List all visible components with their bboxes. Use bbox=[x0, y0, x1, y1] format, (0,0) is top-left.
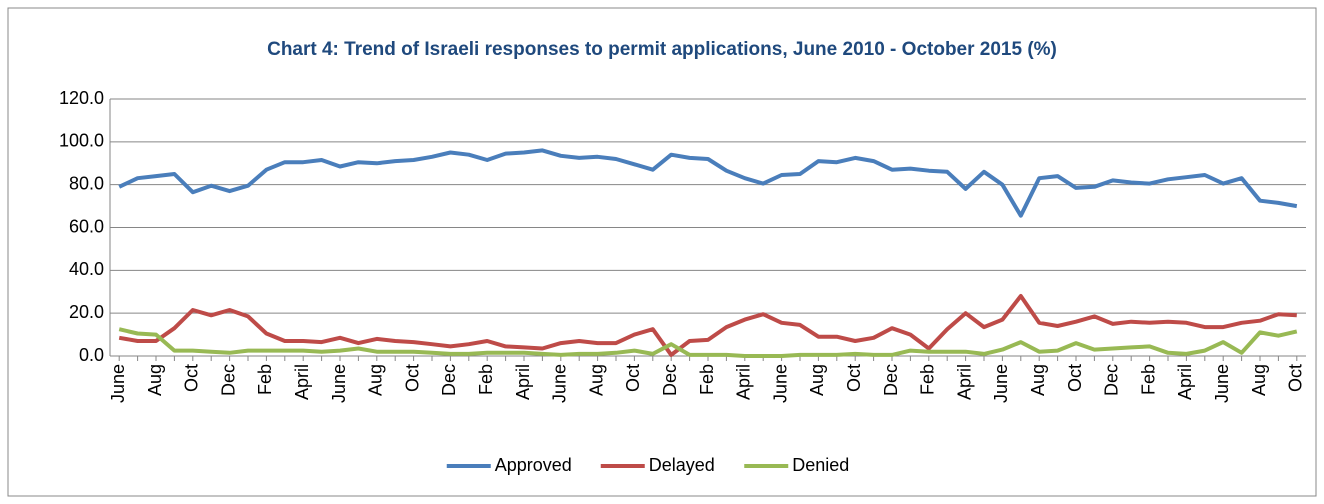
x-tick-label: April bbox=[734, 364, 754, 400]
x-tick-label: Oct bbox=[844, 364, 864, 392]
x-tick-label: Feb bbox=[918, 364, 938, 395]
x-tick-label: Oct bbox=[623, 364, 643, 392]
x-tick-label: April bbox=[513, 364, 533, 400]
y-tick-label: 40.0 bbox=[69, 259, 104, 279]
x-tick-label: June bbox=[991, 364, 1011, 403]
x-tick-label: Dec bbox=[1102, 364, 1122, 396]
x-tick-label: Dec bbox=[660, 364, 680, 396]
legend-label: Delayed bbox=[649, 455, 715, 475]
series-line bbox=[118, 327, 1298, 358]
y-tick-label: 20.0 bbox=[69, 302, 104, 322]
x-tick-label: Feb bbox=[476, 364, 496, 395]
x-tick-label: June bbox=[550, 364, 570, 403]
x-tick-label: April bbox=[1175, 364, 1195, 400]
x-tick-label: Aug bbox=[366, 364, 386, 396]
series-line bbox=[118, 148, 1298, 218]
x-tick-label: Oct bbox=[1286, 364, 1306, 392]
y-tick-label: 60.0 bbox=[69, 216, 104, 236]
x-tick-label: April bbox=[292, 364, 312, 400]
x-tick-label: Feb bbox=[697, 364, 717, 395]
y-tick-label: 80.0 bbox=[69, 173, 104, 193]
x-tick-label: June bbox=[770, 364, 790, 403]
x-tick-label: Aug bbox=[586, 364, 606, 396]
x-tick-label: June bbox=[108, 364, 128, 403]
x-tick-label: Dec bbox=[881, 364, 901, 396]
y-tick-label: 120.0 bbox=[59, 88, 104, 108]
y-tick-label: 0.0 bbox=[79, 345, 104, 365]
x-tick-label: June bbox=[1212, 364, 1232, 403]
y-tick-label: 100.0 bbox=[59, 131, 104, 151]
series-line bbox=[118, 294, 1297, 357]
x-tick-label: Oct bbox=[1065, 364, 1085, 392]
x-tick-label: April bbox=[954, 364, 974, 400]
x-tick-label: Aug bbox=[807, 364, 827, 396]
x-tick-label: Oct bbox=[402, 364, 422, 392]
x-tick-label: June bbox=[329, 364, 349, 403]
legend-label: Approved bbox=[495, 455, 572, 475]
x-tick-label: Aug bbox=[145, 364, 165, 396]
chart-title: Chart 4: Trend of Israeli responses to p… bbox=[267, 39, 1057, 60]
x-tick-label: Dec bbox=[218, 364, 238, 396]
legend-label: Denied bbox=[792, 455, 849, 475]
x-tick-label: Oct bbox=[182, 364, 202, 392]
chart-border bbox=[7, 7, 1317, 497]
x-tick-label: Feb bbox=[1138, 364, 1158, 395]
x-tick-label: Aug bbox=[1249, 364, 1269, 396]
x-tick-label: Aug bbox=[1028, 364, 1048, 396]
x-tick-label: Feb bbox=[255, 364, 275, 395]
x-tick-label: Dec bbox=[439, 364, 459, 396]
